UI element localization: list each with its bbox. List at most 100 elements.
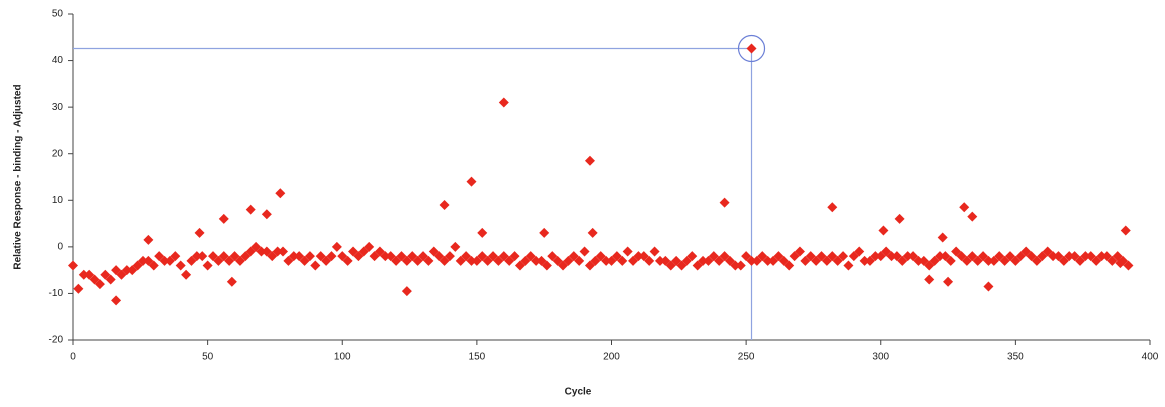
point bbox=[455, 255, 466, 266]
point bbox=[477, 251, 488, 262]
point bbox=[988, 255, 999, 266]
point bbox=[229, 251, 240, 262]
point bbox=[698, 255, 709, 266]
point bbox=[493, 255, 504, 266]
point bbox=[956, 251, 967, 262]
point bbox=[606, 255, 617, 266]
point bbox=[471, 255, 482, 266]
point bbox=[1115, 258, 1126, 269]
x-tick-label: 250 bbox=[738, 352, 755, 363]
point bbox=[218, 213, 229, 224]
point bbox=[283, 255, 294, 266]
point bbox=[143, 255, 154, 266]
point bbox=[321, 255, 332, 266]
point bbox=[999, 255, 1010, 266]
point bbox=[945, 255, 956, 266]
point bbox=[294, 251, 305, 262]
point bbox=[547, 251, 558, 262]
point bbox=[983, 255, 994, 266]
point bbox=[1010, 255, 1021, 266]
point bbox=[299, 255, 310, 266]
point bbox=[1015, 251, 1026, 262]
point bbox=[261, 246, 272, 257]
point bbox=[784, 260, 795, 271]
point bbox=[78, 269, 89, 280]
point bbox=[396, 251, 407, 262]
point bbox=[1123, 260, 1134, 271]
y-tick-label: 40 bbox=[52, 55, 64, 66]
point bbox=[159, 255, 170, 266]
point bbox=[778, 255, 789, 266]
point bbox=[504, 255, 515, 266]
point bbox=[811, 255, 822, 266]
point bbox=[1021, 246, 1032, 257]
point bbox=[181, 269, 192, 280]
point bbox=[649, 246, 660, 257]
point bbox=[531, 255, 542, 266]
point bbox=[1004, 251, 1015, 262]
x-tick-label: 100 bbox=[334, 352, 351, 363]
point bbox=[374, 246, 385, 257]
point bbox=[633, 251, 644, 262]
x-tick-label: 50 bbox=[202, 352, 214, 363]
point bbox=[943, 276, 954, 287]
point bbox=[654, 255, 665, 266]
point bbox=[735, 260, 746, 271]
point bbox=[595, 251, 606, 262]
point bbox=[574, 255, 585, 266]
point bbox=[864, 255, 875, 266]
point bbox=[186, 255, 197, 266]
point bbox=[584, 260, 595, 271]
point bbox=[827, 251, 838, 262]
point bbox=[794, 246, 805, 257]
point bbox=[304, 251, 315, 262]
point bbox=[881, 246, 892, 257]
point bbox=[1037, 251, 1048, 262]
point bbox=[644, 255, 655, 266]
point bbox=[1107, 255, 1118, 266]
point bbox=[275, 188, 286, 199]
point bbox=[805, 251, 816, 262]
point bbox=[638, 251, 649, 262]
point bbox=[1053, 251, 1064, 262]
point bbox=[1091, 255, 1102, 266]
point bbox=[821, 255, 832, 266]
y-tick-label: 10 bbox=[52, 195, 64, 206]
point bbox=[94, 279, 105, 290]
point bbox=[757, 251, 768, 262]
point bbox=[568, 251, 579, 262]
point bbox=[959, 202, 970, 213]
point bbox=[525, 251, 536, 262]
x-tick-label: 150 bbox=[469, 352, 486, 363]
point bbox=[105, 274, 116, 285]
point bbox=[1031, 255, 1042, 266]
point bbox=[111, 265, 122, 276]
y-tick-label: -10 bbox=[49, 288, 64, 299]
point bbox=[714, 255, 725, 266]
y-tick-label: 20 bbox=[52, 148, 64, 159]
point bbox=[423, 255, 434, 266]
point bbox=[768, 255, 779, 266]
point bbox=[878, 225, 889, 236]
point bbox=[226, 276, 237, 287]
point bbox=[730, 260, 741, 271]
point bbox=[213, 255, 224, 266]
point bbox=[1069, 251, 1080, 262]
point bbox=[68, 260, 78, 271]
point bbox=[380, 251, 391, 262]
point bbox=[746, 255, 757, 266]
point bbox=[132, 260, 143, 271]
point bbox=[73, 283, 84, 294]
point bbox=[611, 251, 622, 262]
point bbox=[520, 255, 531, 266]
point bbox=[622, 246, 633, 257]
point bbox=[337, 251, 348, 262]
point bbox=[482, 255, 493, 266]
point bbox=[843, 260, 854, 271]
point bbox=[412, 255, 423, 266]
point bbox=[288, 251, 299, 262]
point bbox=[450, 241, 461, 252]
point bbox=[816, 251, 827, 262]
point bbox=[773, 251, 784, 262]
point bbox=[703, 255, 714, 266]
